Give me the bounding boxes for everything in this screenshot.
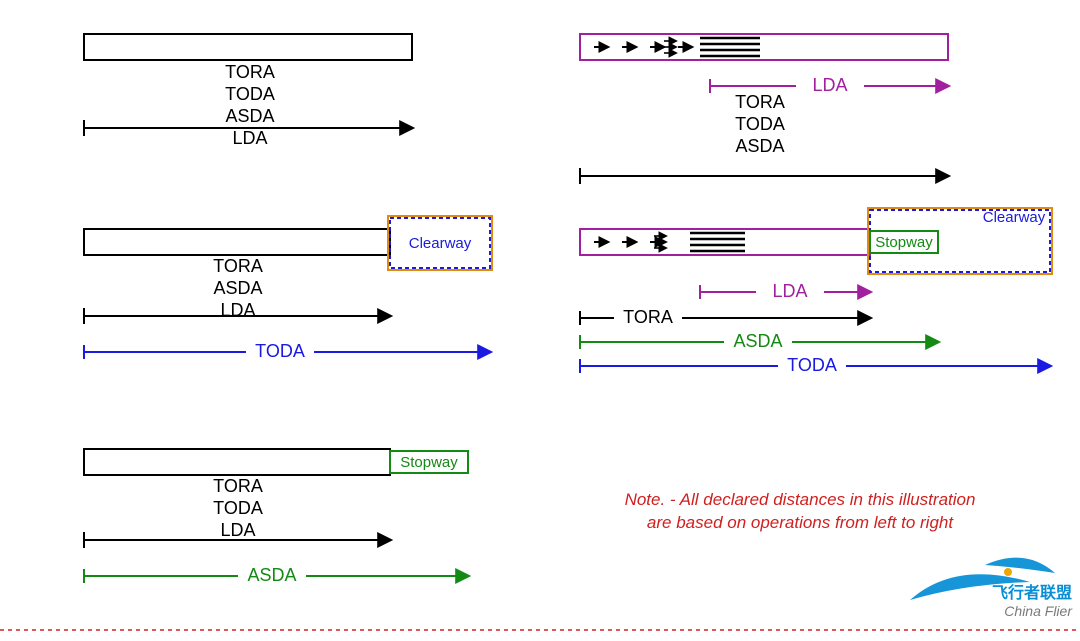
p1-stack-tora: TORA xyxy=(225,62,275,82)
p3-runway xyxy=(84,229,390,255)
p5-runway xyxy=(84,449,390,475)
p2-stack-toda: TODA xyxy=(735,114,785,134)
watermark-text-cn: 飞行者联盟 xyxy=(992,583,1072,602)
p5-asda-label: ASDA xyxy=(247,565,296,585)
note-line2: are based on operations from left to rig… xyxy=(647,513,954,532)
declared-distances-diagram: TORATODAASDALDALDATORATODAASDAClearwayTO… xyxy=(0,0,1080,641)
p1-stack-lda: LDA xyxy=(232,128,267,148)
p3-clearway-label: Clearway xyxy=(409,235,472,252)
watermark-logo: 飞行者联盟China Flier xyxy=(910,558,1073,619)
watermark-swoosh-2 xyxy=(985,558,1055,573)
p2-lda-label: LDA xyxy=(812,75,847,95)
note-line1: Note. - All declared distances in this i… xyxy=(625,490,976,509)
p1-stack-asda: ASDA xyxy=(225,106,274,126)
p4-lda-label: LDA xyxy=(772,281,807,301)
watermark-text-en: China Flier xyxy=(1004,603,1073,619)
p1-runway xyxy=(84,34,412,60)
p5-stack-tora: TORA xyxy=(213,476,263,496)
p4-toda-label: TODA xyxy=(787,355,837,375)
p2-stack-tora: TORA xyxy=(735,92,785,112)
p5-stack-lda: LDA xyxy=(220,520,255,540)
p4-tora-label: TORA xyxy=(623,307,673,327)
p1-stack-toda: TODA xyxy=(225,84,275,104)
p3-stack-tora: TORA xyxy=(213,256,263,276)
p3-toda-label: TODA xyxy=(255,341,305,361)
p5-stack-toda: TODA xyxy=(213,498,263,518)
p5-stopway-label: Stopway xyxy=(400,454,458,471)
p4-stopway-label: Stopway xyxy=(875,234,933,251)
p4-asda-label: ASDA xyxy=(733,331,782,351)
p4-clearway-label: Clearway xyxy=(983,209,1046,226)
watermark-dot xyxy=(1004,568,1012,576)
p2-stack-asda: ASDA xyxy=(735,136,784,156)
p3-stack-asda: ASDA xyxy=(213,278,262,298)
